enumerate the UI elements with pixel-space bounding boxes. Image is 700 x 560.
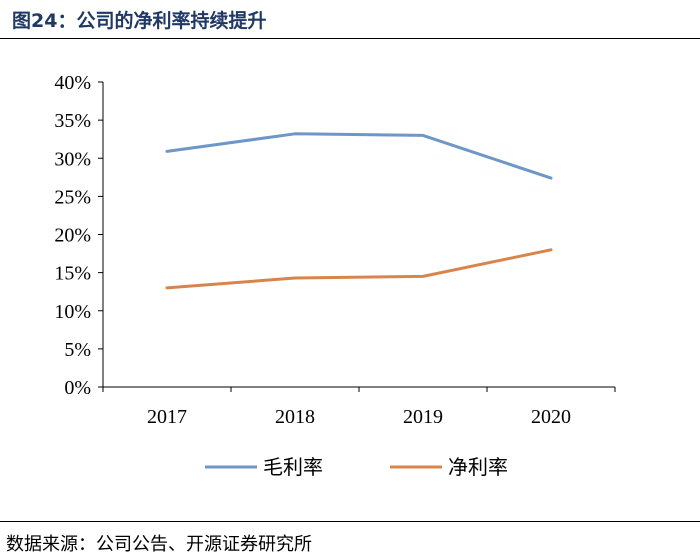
y-tick-label: 35% [54, 110, 91, 132]
y-tick-label: 40% [54, 72, 91, 94]
x-tick-label: 2017 [147, 406, 187, 428]
y-tick-label: 25% [54, 186, 91, 208]
y-tick-label: 0% [64, 377, 91, 399]
line-chart: 0% 5% 10% 15% 20% 25% 30% 35% 40% 2017 2018 2019 202… [54, 72, 616, 479]
series-line-gross-margin [165, 132, 553, 180]
series-lines [165, 132, 553, 290]
series-line-net-margin [165, 248, 553, 290]
axes: 0% 5% 10% 15% 20% 25% 30% 35% 40% 2017 2018 2019 202… [54, 72, 616, 428]
y-tick-label: 5% [64, 339, 91, 361]
y-tick-label: 15% [54, 263, 91, 285]
legend-label: 净利率 [448, 455, 508, 479]
x-tick-label: 2020 [531, 406, 571, 428]
figure-title: 图24：公司的净利率持续提升 [12, 10, 267, 32]
source-note: 数据来源：公司公告、开源证券研究所 [6, 534, 312, 555]
y-tick-label: 30% [54, 148, 91, 170]
legend: 毛利率 净利率 [205, 455, 508, 479]
x-tick-label: 2019 [403, 406, 443, 428]
y-tick-label: 20% [54, 225, 91, 247]
x-tick-label: 2018 [275, 406, 315, 428]
top-rule [0, 38, 700, 39]
bottom-rule [0, 521, 700, 522]
y-tick-label: 10% [54, 301, 91, 323]
legend-label: 毛利率 [263, 455, 323, 479]
